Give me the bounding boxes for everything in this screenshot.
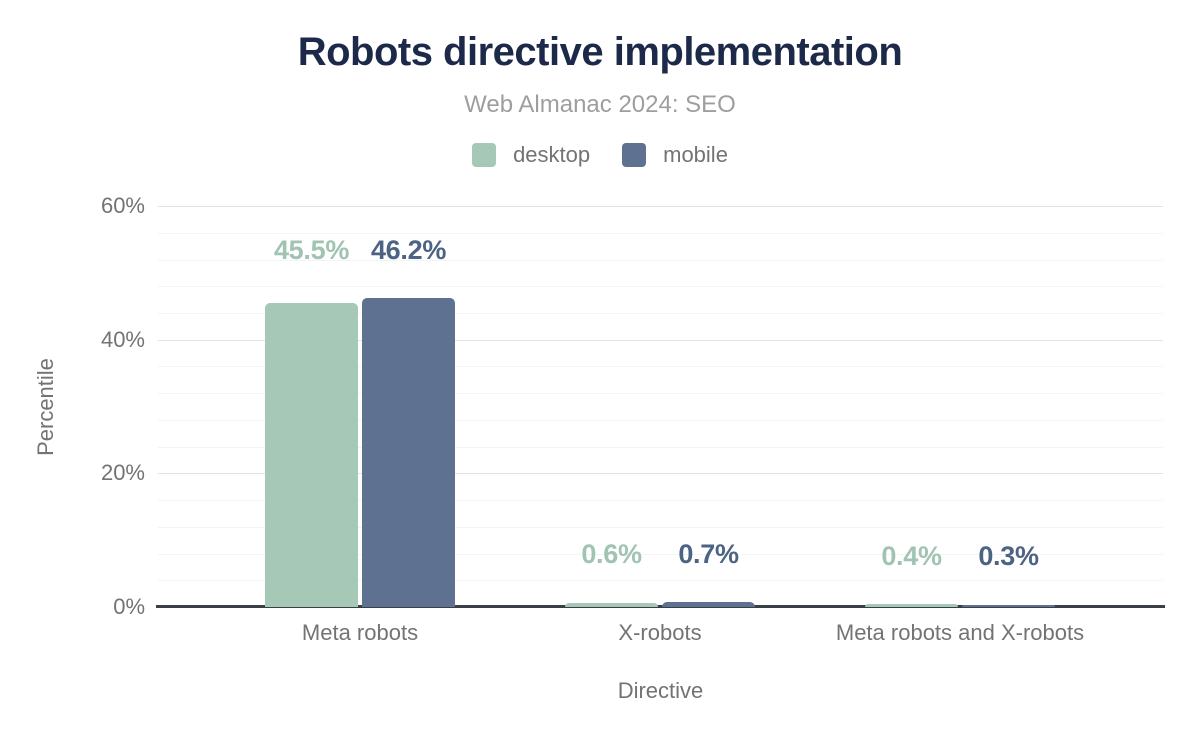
gridline-4pct — [158, 580, 1163, 582]
bar-desktop-meta-robots[interactable] — [265, 302, 358, 607]
gridline-52pct — [158, 259, 1163, 261]
x-axis-title: Directive — [617, 678, 704, 703]
value-label-desktop-0: 45.5% — [273, 235, 350, 266]
gridline-56pct — [158, 232, 1163, 234]
y-tick-label-0%: 0% — [113, 594, 145, 619]
bar-desktop-meta-robots-and-x-robots[interactable] — [865, 604, 958, 607]
value-label-desktop-2: 0.4% — [881, 541, 942, 572]
bar-mobile-x-robots[interactable] — [662, 602, 755, 607]
chart-title: Robots directive implementation — [297, 30, 903, 74]
value-label-desktop-1: 0.6% — [581, 539, 642, 570]
gridline-32pct — [158, 393, 1163, 395]
x-category-label-2: Meta robots and X-robots — [835, 620, 1085, 645]
x-category-label-0: Meta robots — [301, 620, 419, 645]
legend-swatch-desktop — [472, 143, 497, 167]
x-axis-line — [156, 605, 1165, 608]
legend-item-desktop[interactable]: desktop — [472, 142, 590, 168]
legend: desktop mobile — [0, 142, 1200, 168]
gridline-40pct — [158, 339, 1163, 341]
gridline-48pct — [158, 286, 1163, 288]
gridline-36pct — [158, 366, 1163, 368]
gridline-44pct — [158, 312, 1163, 314]
y-tick-label-20%: 20% — [100, 460, 145, 486]
y-tick-label-60%: 60% — [100, 193, 145, 218]
gridline-60pct — [158, 206, 1163, 207]
chart-subtitle: Web Almanac 2024: SEO — [464, 91, 736, 118]
legend-item-mobile[interactable]: mobile — [622, 142, 728, 168]
legend-label-desktop: desktop — [513, 142, 591, 167]
x-category-label-1: X-robots — [618, 620, 702, 645]
gridline-28pct — [158, 419, 1163, 421]
gridline-12pct — [158, 526, 1163, 528]
y-tick-label-40%: 40% — [100, 326, 145, 352]
gridline-16pct — [158, 500, 1163, 502]
value-label-mobile-2: 0.3% — [978, 541, 1039, 572]
legend-swatch-mobile — [622, 143, 647, 167]
gridline-8pct — [158, 553, 1163, 555]
value-label-mobile-1: 0.7% — [678, 539, 739, 570]
bar-mobile-meta-robots-and-x-robots[interactable] — [962, 605, 1055, 607]
legend-label-mobile: mobile — [663, 142, 728, 167]
gridline-20pct — [158, 473, 1163, 475]
gridline-24pct — [158, 446, 1163, 448]
bar-desktop-x-robots[interactable] — [565, 603, 658, 607]
value-label-mobile-0: 46.2% — [370, 235, 447, 266]
y-axis-title: Percentile — [33, 358, 58, 456]
bar-mobile-meta-robots[interactable] — [362, 298, 455, 607]
